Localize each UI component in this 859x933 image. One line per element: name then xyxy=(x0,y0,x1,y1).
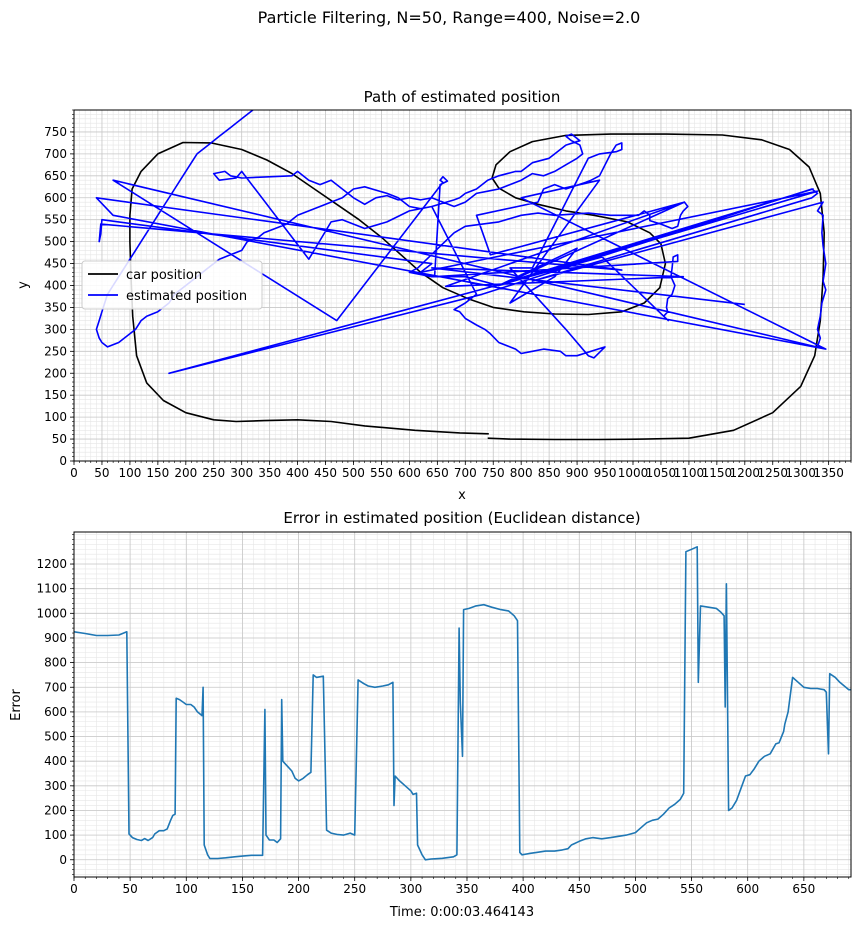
x-tick-label: 500 xyxy=(342,466,365,480)
y-tick-label: 200 xyxy=(44,366,67,380)
x-tick-label: 200 xyxy=(287,882,310,896)
path-chart: 0 50 100 150 200 250 300 350 400 450 500 550 600 650 7… xyxy=(16,88,852,503)
y-tick-label: 300 xyxy=(44,322,67,336)
x-tick-label: 1300 xyxy=(785,466,816,480)
x-tick-label: 700 xyxy=(454,466,477,480)
y-tick-label: 150 xyxy=(44,388,67,402)
error-chart-title: Error in estimated position (Euclidean d… xyxy=(283,509,640,527)
figure-suptitle: Particle Filtering, N=50, Range=400, Noi… xyxy=(258,8,641,27)
x-tick-label: 1350 xyxy=(813,466,844,480)
error-chart-xlabel: Time: 0:00:03.464143 xyxy=(389,905,534,920)
y-tick-label: 650 xyxy=(44,169,67,183)
error-chart-series xyxy=(74,546,851,861)
x-tick-label: 400 xyxy=(286,466,309,480)
y-tick-label: 400 xyxy=(44,279,67,293)
x-tick-label: 100 xyxy=(118,466,141,480)
path-chart-xlabel: x xyxy=(458,488,466,503)
error-line xyxy=(74,546,851,861)
path-chart-xticks: 0 50 100 150 200 250 300 350 400 450 500 550 600 650 7… xyxy=(70,461,852,480)
y-tick-label: 300 xyxy=(44,779,67,793)
y-tick-label: 1100 xyxy=(36,582,67,596)
y-tick-label: 450 xyxy=(44,257,67,271)
x-tick-label: 300 xyxy=(230,466,253,480)
y-tick-label: 1000 xyxy=(36,606,67,620)
x-tick-label: 550 xyxy=(680,882,703,896)
x-tick-label: 800 xyxy=(510,466,533,480)
x-tick-label: 250 xyxy=(343,882,366,896)
x-tick-label: 150 xyxy=(231,882,254,896)
y-tick-label: 800 xyxy=(44,656,67,670)
x-tick-label: 1100 xyxy=(674,466,705,480)
x-tick-label: 0 xyxy=(70,882,78,896)
error-chart-xticks: 0 50 100 150 200 250 300 350 400 450 500 550 600 650 xyxy=(70,877,850,896)
y-tick-label: 1200 xyxy=(36,557,67,571)
y-tick-label: 100 xyxy=(44,828,67,842)
error-chart: 0 50 100 150 200 250 300 350 400 450 500 550 600 650 … xyxy=(9,509,852,920)
x-tick-label: 1200 xyxy=(730,466,761,480)
x-tick-label: 500 xyxy=(624,882,647,896)
x-tick-label: 550 xyxy=(370,466,393,480)
y-tick-label: 500 xyxy=(44,235,67,249)
y-tick-label: 700 xyxy=(44,680,67,694)
y-tick-label: 600 xyxy=(44,705,67,719)
path-chart-ylabel: y xyxy=(16,281,31,289)
legend-box xyxy=(81,260,263,310)
x-tick-label: 850 xyxy=(538,466,561,480)
y-tick-label: 900 xyxy=(44,631,67,645)
x-tick-label: 950 xyxy=(594,466,617,480)
x-tick-label: 750 xyxy=(482,466,505,480)
legend-label-estimated: estimated position xyxy=(126,289,247,304)
legend-label-car: car position xyxy=(126,268,202,283)
x-tick-label: 100 xyxy=(175,882,198,896)
x-tick-label: 600 xyxy=(398,466,421,480)
y-tick-label: 550 xyxy=(44,213,67,227)
y-tick-label: 350 xyxy=(44,300,67,314)
x-tick-label: 400 xyxy=(512,882,535,896)
y-tick-label: 500 xyxy=(44,730,67,744)
x-tick-label: 50 xyxy=(123,882,138,896)
x-tick-label: 450 xyxy=(568,882,591,896)
y-tick-label: 400 xyxy=(44,754,67,768)
x-tick-label: 50 xyxy=(94,466,109,480)
y-tick-label: 250 xyxy=(44,344,67,358)
y-tick-label: 700 xyxy=(44,147,67,161)
y-tick-label: 0 xyxy=(59,454,67,468)
path-chart-legend: car position estimated position xyxy=(81,260,263,310)
x-tick-label: 0 xyxy=(70,466,78,480)
path-chart-yticks: 0 50 100 150 200 250 300 350 400 450 500 550 600 650 7… xyxy=(44,109,74,468)
x-tick-label: 900 xyxy=(566,466,589,480)
path-chart-title: Path of estimated position xyxy=(364,88,561,106)
x-tick-label: 350 xyxy=(456,882,479,896)
y-tick-label: 600 xyxy=(44,191,67,205)
x-tick-label: 450 xyxy=(314,466,337,480)
x-tick-label: 1000 xyxy=(618,466,649,480)
x-tick-label: 250 xyxy=(202,466,225,480)
x-tick-label: 1150 xyxy=(702,466,733,480)
x-tick-label: 1050 xyxy=(646,466,677,480)
y-tick-label: 50 xyxy=(52,432,67,446)
y-tick-label: 200 xyxy=(44,803,67,817)
x-tick-label: 650 xyxy=(792,882,815,896)
x-tick-label: 300 xyxy=(399,882,422,896)
y-tick-label: 0 xyxy=(59,853,67,867)
y-tick-label: 750 xyxy=(44,125,67,139)
error-chart-ylabel: Error xyxy=(9,689,24,721)
error-chart-frame xyxy=(73,531,852,878)
x-tick-label: 150 xyxy=(146,466,169,480)
y-tick-label: 100 xyxy=(44,410,67,424)
car-position-line xyxy=(129,133,825,441)
x-tick-label: 600 xyxy=(736,882,759,896)
x-tick-label: 1250 xyxy=(757,466,788,480)
x-tick-label: 650 xyxy=(426,466,449,480)
error-chart-yticks: 0 100 200 300 400 500 600 700 800 900 1000 1100 1200 xyxy=(36,534,74,875)
x-tick-label: 350 xyxy=(258,466,281,480)
x-tick-label: 200 xyxy=(174,466,197,480)
